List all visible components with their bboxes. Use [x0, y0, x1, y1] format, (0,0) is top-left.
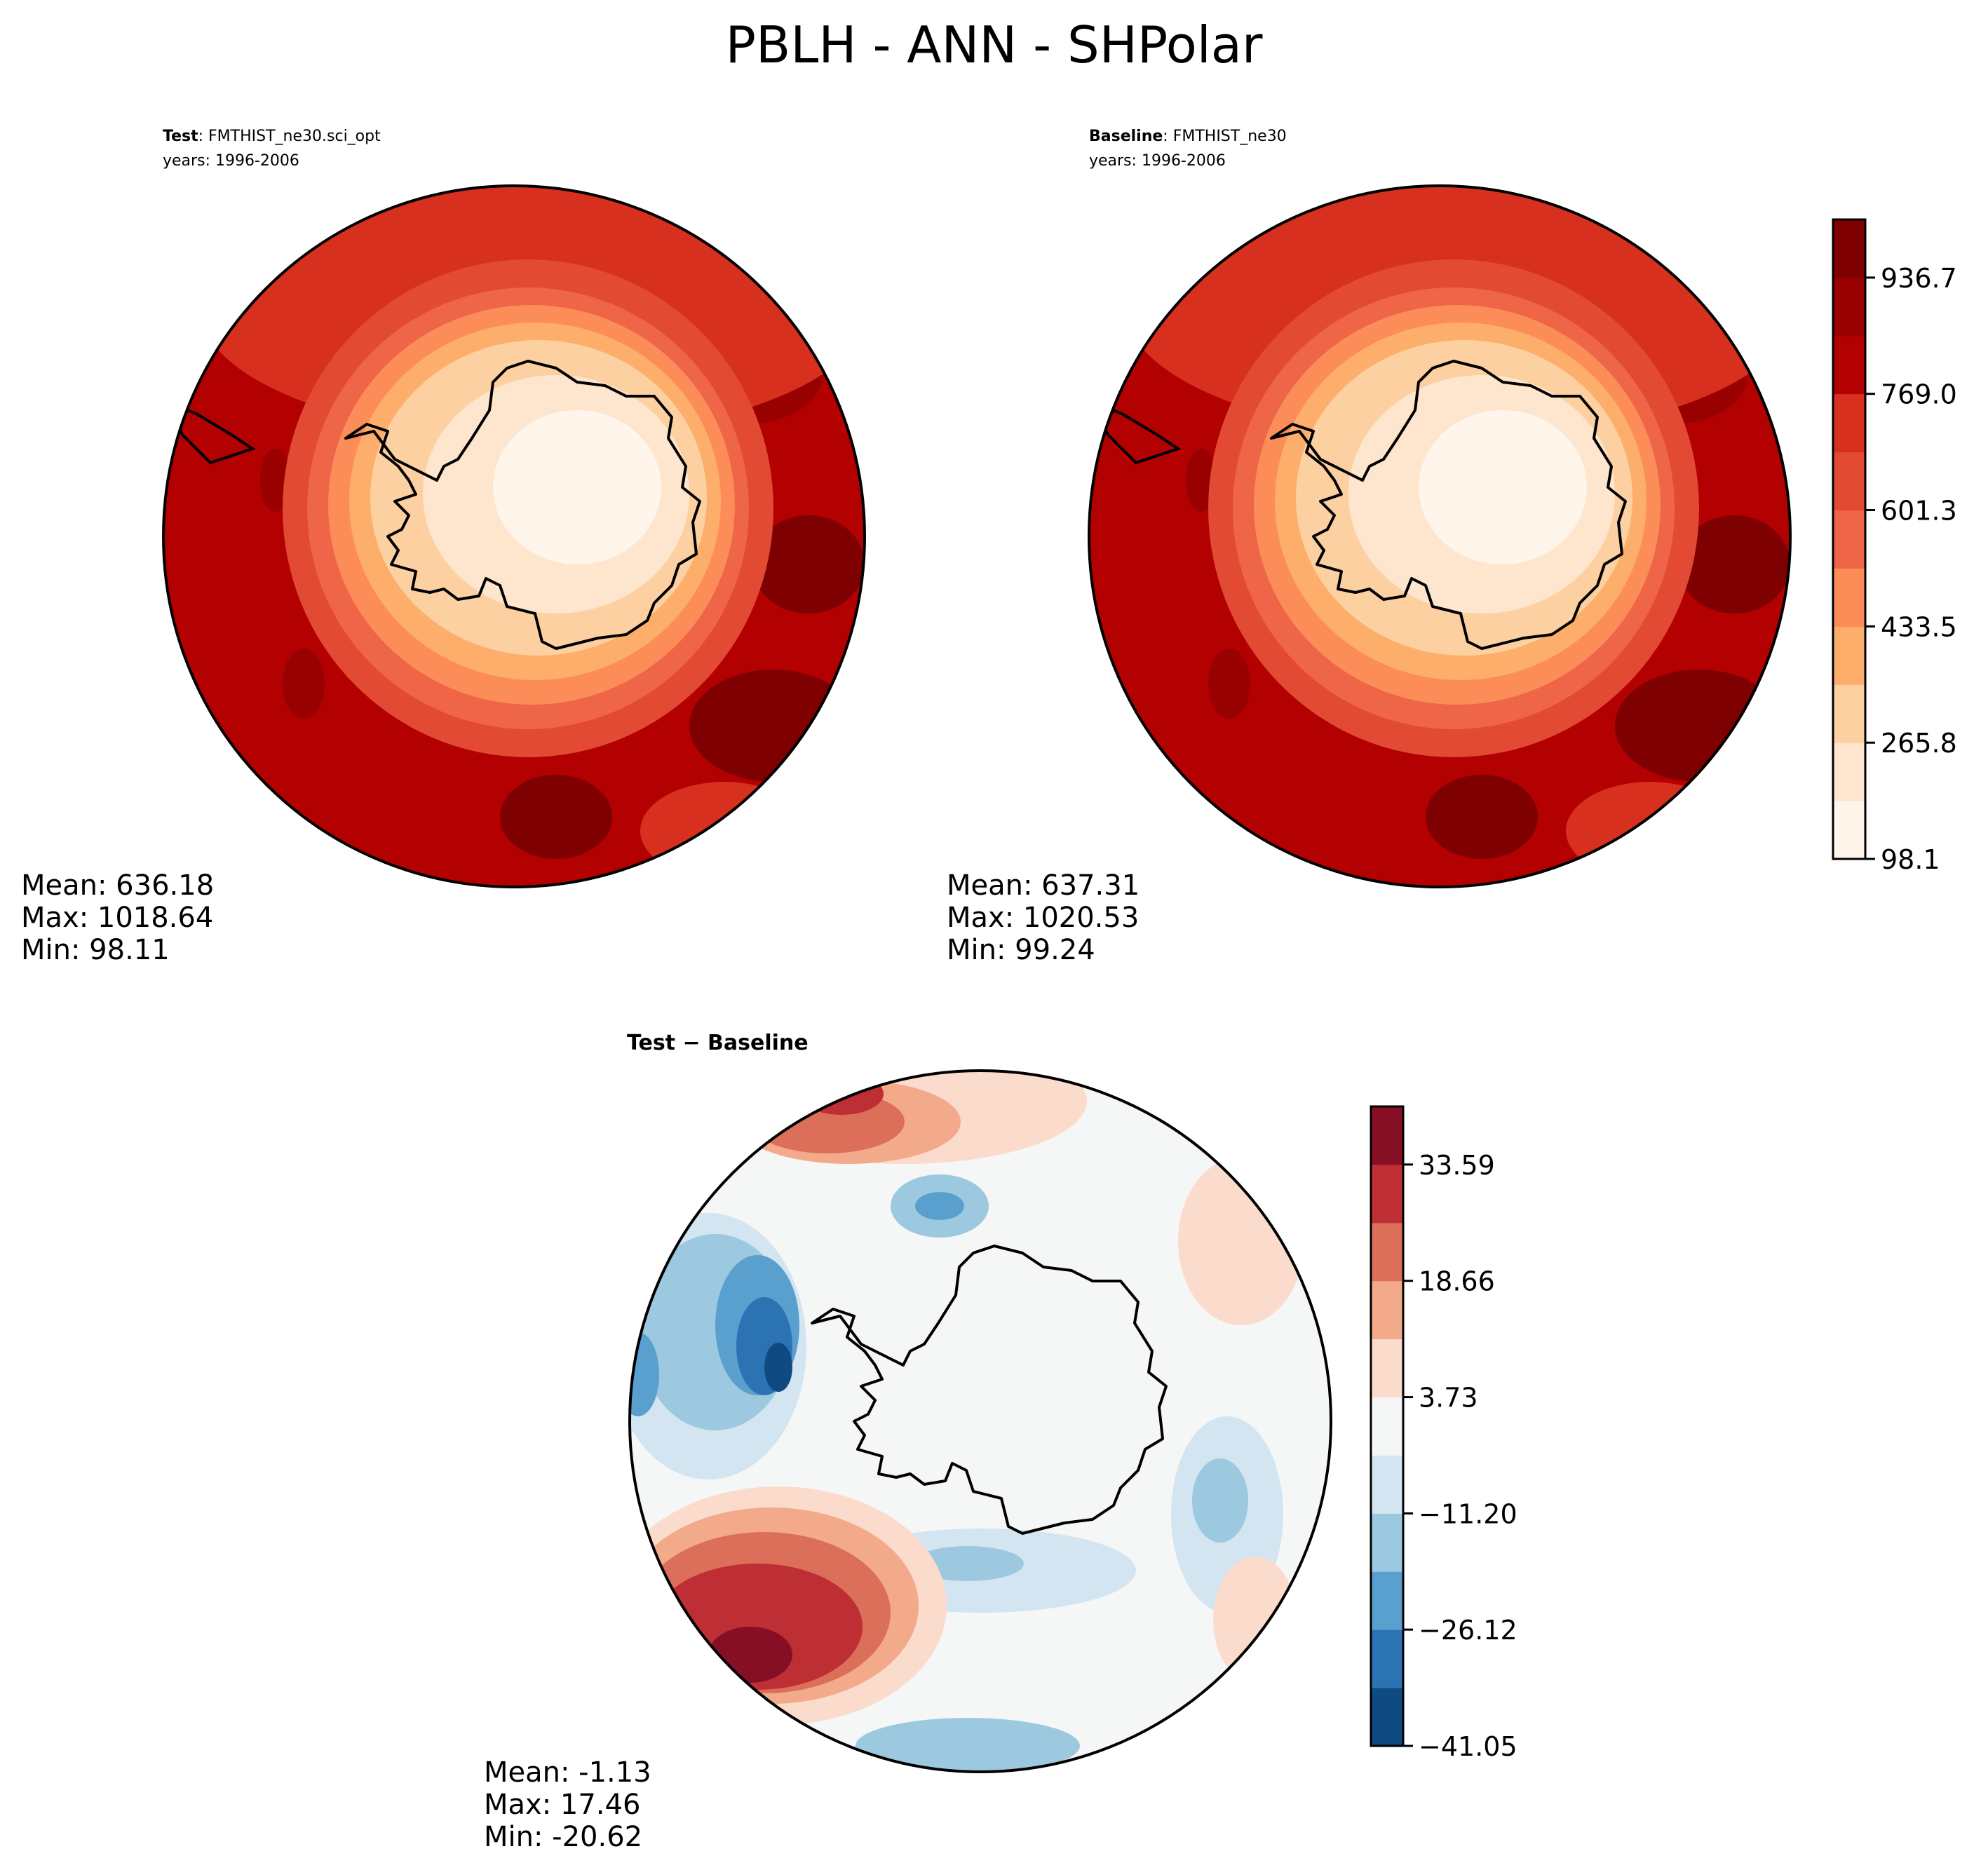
pblh-colorbar-tick-label: 433.5	[1881, 611, 1957, 642]
diff-colorbar-tick-label: −11.20	[1419, 1498, 1517, 1529]
pblh-colorbar-segment	[1833, 277, 1865, 337]
diff-colorbar-segment	[1371, 1222, 1403, 1282]
test-min: Min: 98.11	[21, 934, 170, 966]
diff-colorbar-tick-label: 3.73	[1419, 1383, 1478, 1414]
diff-colorbar-tick-label: −41.05	[1419, 1731, 1517, 1762]
test-label: Test	[163, 128, 198, 145]
baseline-mean: Mean: 637.31	[947, 869, 1140, 902]
pblh-colorbar-tick-label: 98.1	[1881, 844, 1940, 875]
test-mean: Mean: 636.18	[21, 869, 215, 902]
pblh-colorbar-tick-label: 936.7	[1881, 263, 1957, 294]
diff-colorbar-segment	[1371, 1397, 1403, 1456]
pblh-colorbar-segment	[1833, 510, 1865, 569]
baseline-map-boundary	[1088, 184, 1792, 888]
baseline-years: years: 1996-2006	[1089, 152, 1226, 170]
diff-map	[628, 1069, 1332, 1773]
diff-colorbar-segment	[1371, 1688, 1403, 1747]
pblh-colorbar-segment	[1833, 335, 1865, 395]
baseline-label: Baseline	[1089, 128, 1163, 145]
pblh-colorbar-tick-label: 769.0	[1881, 379, 1957, 410]
baseline-stats: Mean: 637.31 Max: 1020.53 Min: 99.24	[947, 869, 1140, 966]
figure-title: PBLH - ANN - SHPolar	[725, 15, 1263, 74]
test-case-name: : FMTHIST_ne30.sci_opt	[198, 128, 381, 145]
diff-colorbar-segment	[1371, 1280, 1403, 1340]
diff-stats: Mean: -1.13 Max: 17.46 Min: -20.62	[484, 1756, 651, 1853]
diff-colorbar-frame	[1370, 1105, 1405, 1747]
baseline-max: Max: 1020.53	[947, 902, 1140, 934]
diff-colorbar-segment	[1371, 1571, 1403, 1630]
baseline-map	[1088, 184, 1792, 888]
diff-map-boundary	[628, 1069, 1332, 1773]
diff-colorbar-segment	[1371, 1630, 1403, 1688]
pblh-colorbar: 98.1 265.8 433.5 601.3 769.0 936.7	[1832, 218, 1957, 875]
pblh-colorbar-tick-label: 265.8	[1881, 728, 1957, 759]
pblh-colorbar-segment	[1833, 684, 1865, 743]
pblh-colorbar-frame	[1832, 218, 1867, 860]
pblh-colorbar-segment	[1833, 743, 1865, 801]
diff-colorbar: −41.05 −26.12 −11.20 3.73 18.66 33.59	[1370, 1105, 1517, 1762]
diff-min: Min: -20.62	[484, 1821, 643, 1853]
pblh-colorbar-segment	[1833, 626, 1865, 685]
test-header: Test: FMTHIST_ne30.sci_opt	[163, 126, 381, 147]
diff-colorbar-segment	[1371, 1339, 1403, 1398]
diff-mean: Mean: -1.13	[484, 1756, 651, 1789]
test-map-boundary	[162, 184, 866, 888]
pblh-colorbar-tick-label: 601.3	[1881, 496, 1957, 527]
diff-colorbar-tick-label: 18.66	[1419, 1266, 1495, 1297]
baseline-min: Min: 99.24	[947, 934, 1095, 966]
test-stats: Mean: 636.18 Max: 1018.64 Min: 98.11	[21, 869, 214, 966]
pblh-colorbar-segment	[1833, 219, 1865, 278]
diff-colorbar-tick-label: −26.12	[1419, 1615, 1517, 1646]
pblh-colorbar-segment	[1833, 568, 1865, 627]
diff-colorbar-segment	[1371, 1164, 1403, 1224]
baseline-case-name: : FMTHIST_ne30	[1163, 128, 1287, 145]
diff-colorbar-segment	[1371, 1455, 1403, 1514]
pblh-colorbar-segment	[1833, 452, 1865, 511]
pblh-colorbar-segment	[1833, 393, 1865, 453]
diff-title: Test − Baseline	[627, 1031, 809, 1055]
pblh-colorbar-segment	[1833, 801, 1865, 860]
diff-colorbar-segment	[1371, 1106, 1403, 1165]
test-years: years: 1996-2006	[163, 152, 299, 170]
diff-colorbar-tick-label: 33.59	[1419, 1150, 1495, 1181]
test-map	[162, 184, 866, 888]
diff-colorbar-segment	[1371, 1513, 1403, 1572]
diff-max: Max: 17.46	[484, 1789, 641, 1821]
test-max: Max: 1018.64	[21, 902, 214, 934]
baseline-header: Baseline: FMTHIST_ne30	[1089, 126, 1287, 147]
